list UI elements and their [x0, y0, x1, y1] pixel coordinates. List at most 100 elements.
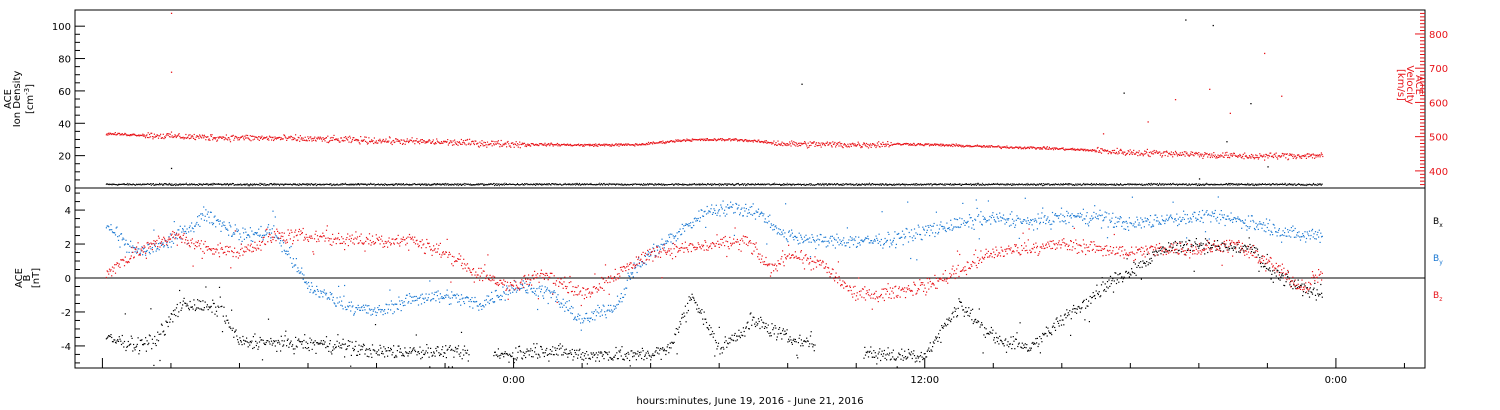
- density-point: [574, 183, 575, 185]
- Bx-point: [466, 349, 469, 351]
- Bx-point: [343, 343, 345, 346]
- density-point: [601, 183, 603, 185]
- velocity-point: [525, 145, 528, 148]
- Bx-point: [507, 354, 509, 356]
- velocity-point: [730, 140, 732, 142]
- density-point: [1274, 184, 1276, 186]
- velocity-point: [1260, 154, 1262, 156]
- density-point: [663, 184, 665, 186]
- density-point: [371, 184, 373, 186]
- density-point: [570, 184, 572, 186]
- velocity-point: [209, 139, 211, 141]
- density-point: [843, 184, 845, 186]
- density-point: [426, 184, 428, 186]
- velocity-point: [1208, 154, 1210, 156]
- density-point: [109, 183, 111, 185]
- velocity-point: [1275, 152, 1277, 154]
- velocity-point: [467, 143, 469, 145]
- velocity-point: [804, 142, 806, 144]
- density-point: [1244, 183, 1246, 185]
- density-point: [1167, 184, 1169, 186]
- Bx-point: [540, 346, 542, 348]
- density-point: [1108, 184, 1110, 185]
- density-point: [500, 184, 501, 185]
- density-point: [627, 184, 629, 186]
- density-point: [824, 183, 825, 185]
- velocity-point: [534, 144, 536, 146]
- density-point: [503, 184, 505, 186]
- velocity-point: [1119, 149, 1121, 151]
- velocity-point: [819, 142, 821, 144]
- density-point: [768, 183, 770, 185]
- density-point: [944, 183, 946, 185]
- Bx-point: [417, 351, 419, 353]
- velocity-point: [408, 141, 410, 144]
- velocity-point: [642, 144, 644, 146]
- density-point: [560, 184, 562, 185]
- velocity-point: [667, 140, 669, 142]
- density-point: [411, 184, 413, 186]
- Bx-point: [238, 343, 240, 345]
- velocity-point: [1224, 152, 1227, 154]
- density-point: [1026, 183, 1028, 185]
- Bx-point: [163, 334, 166, 336]
- velocity-point: [776, 144, 778, 146]
- velocity-point: [664, 142, 666, 145]
- Bx-point: [162, 331, 164, 333]
- density-point: [395, 183, 397, 185]
- velocity-point: [317, 136, 319, 138]
- density-point: [245, 184, 247, 186]
- density-point: [1240, 183, 1242, 185]
- density-point: [156, 184, 158, 186]
- Bx-point: [288, 346, 290, 348]
- velocity-point: [114, 132, 116, 134]
- Bx-point: [227, 319, 229, 321]
- density-point: [161, 183, 163, 185]
- velocity-point: [1158, 151, 1160, 153]
- velocity-point: [323, 138, 325, 140]
- velocity-point: [1279, 155, 1281, 157]
- density-point: [604, 184, 606, 186]
- velocity-point: [258, 136, 260, 138]
- velocity-point: [135, 134, 137, 136]
- density-point: [229, 184, 231, 186]
- velocity-point: [913, 143, 915, 145]
- velocity-point: [792, 143, 794, 145]
- density-point: [282, 183, 284, 185]
- Bx-point: [319, 343, 321, 345]
- velocity-point: [1292, 155, 1294, 157]
- Bx-point: [325, 347, 327, 349]
- Bx-point: [172, 310, 175, 312]
- density-point: [1133, 183, 1135, 185]
- density-point: [422, 183, 424, 185]
- velocity-point: [740, 139, 742, 141]
- velocity-point: [1205, 153, 1207, 155]
- density-point: [403, 184, 405, 186]
- density-point: [791, 184, 793, 186]
- velocity-point: [706, 139, 708, 141]
- density-point: [617, 183, 619, 185]
- density-point: [856, 185, 858, 186]
- velocity-point: [946, 144, 948, 146]
- velocity-point: [1140, 152, 1142, 154]
- velocity-point: [353, 137, 355, 139]
- Bx-point: [209, 307, 211, 309]
- velocity-point: [887, 143, 889, 145]
- density-point: [1252, 184, 1254, 186]
- density-point: [542, 184, 544, 186]
- density-point: [544, 183, 546, 185]
- velocity-point: [253, 135, 255, 137]
- velocity-point: [110, 133, 112, 136]
- density-point: [1081, 184, 1083, 186]
- velocity-point: [451, 144, 454, 146]
- velocity-point: [360, 136, 362, 138]
- density-point: [788, 183, 790, 185]
- velocity-point: [582, 144, 584, 146]
- Bx-point: [139, 339, 141, 341]
- Bx-point: [671, 342, 674, 344]
- velocity-point: [847, 143, 849, 145]
- velocity-point: [748, 139, 750, 141]
- Bx-point: [494, 351, 496, 353]
- velocity-point: [578, 144, 580, 147]
- density-point: [984, 184, 986, 186]
